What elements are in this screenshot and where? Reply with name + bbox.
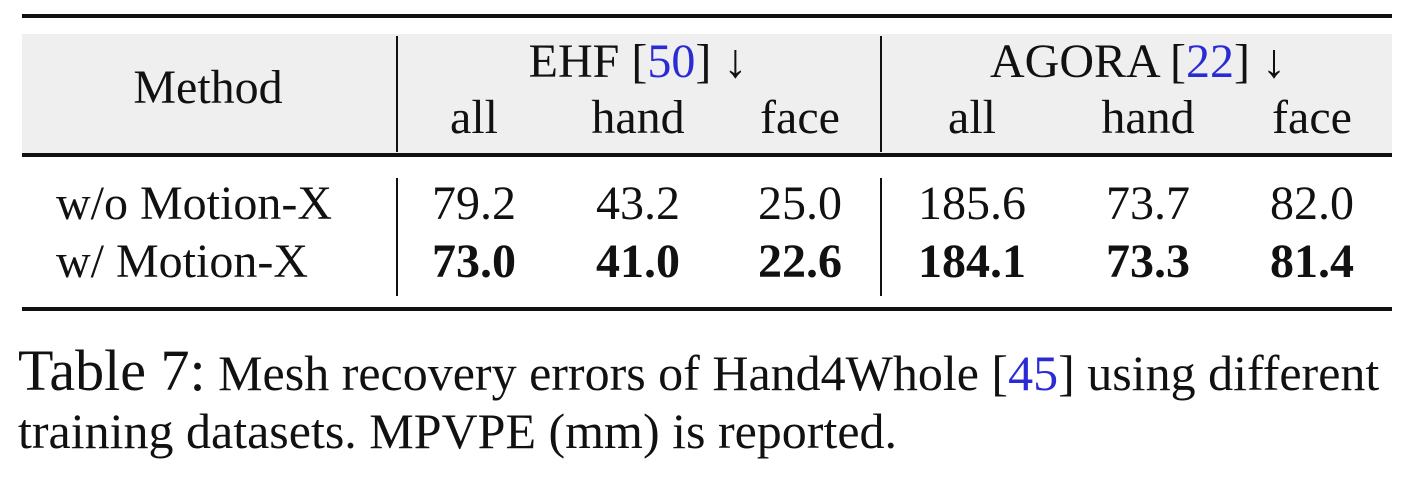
col-header-ehf-all: all — [450, 91, 498, 144]
citation-link[interactable]: 22 — [1186, 35, 1235, 88]
table-caption: Table 7: Mesh recovery errors of Hand4Wh… — [18, 342, 1418, 460]
bottom-rule — [22, 307, 1392, 311]
caption-text-after: ] using different training datasets. MPV… — [18, 345, 1380, 459]
row-method: w/ Motion-X — [56, 235, 308, 288]
col-header-ehf-face: face — [760, 91, 840, 144]
group-header-agora: AGORA [22] ↓ — [990, 35, 1286, 88]
header-background — [22, 34, 1392, 153]
cell-agora-hand: 73.7 — [1106, 177, 1190, 230]
cell-ehf-all: 79.2 — [432, 177, 516, 230]
citation-link[interactable]: 45 — [1008, 345, 1059, 401]
col-header-agora-face: face — [1272, 91, 1352, 144]
top-rule — [22, 14, 1392, 18]
row-method: w/o Motion-X — [56, 177, 332, 230]
cell-ehf-hand: 41.0 — [596, 235, 680, 288]
cell-agora-face: 82.0 — [1270, 177, 1354, 230]
cell-agora-hand: 73.3 — [1106, 235, 1190, 288]
col-header-agora-all: all — [948, 91, 996, 144]
body-divider-1 — [396, 178, 398, 296]
col-header-agora-hand: hand — [1101, 91, 1195, 144]
citation-link[interactable]: 50 — [647, 35, 696, 88]
body-divider-2 — [880, 178, 882, 296]
group-header-ehf: EHF [50] ↓ — [528, 35, 748, 88]
group-name: EHF — [528, 35, 620, 88]
cell-ehf-face: 22.6 — [758, 235, 842, 288]
method-header: Method — [133, 61, 283, 114]
cell-agora-all: 184.1 — [918, 235, 1026, 288]
cell-ehf-hand: 43.2 — [596, 177, 680, 230]
cell-ehf-all: 73.0 — [432, 235, 516, 288]
caption-label: Table 7: — [18, 338, 206, 403]
cell-agora-face: 81.4 — [1270, 235, 1354, 288]
header-divider-2 — [880, 36, 882, 152]
mid-rule — [22, 153, 1392, 157]
cell-agora-all: 185.6 — [918, 177, 1026, 230]
cell-ehf-face: 25.0 — [758, 177, 842, 230]
down-arrow-icon: ↓ — [1262, 35, 1286, 88]
col-header-ehf-hand: hand — [591, 91, 685, 144]
caption-text-before: Mesh recovery errors of Hand4Whole [ — [218, 345, 1009, 401]
down-arrow-icon: ↓ — [723, 35, 748, 88]
header-divider-1 — [396, 36, 398, 152]
group-name: AGORA — [990, 35, 1159, 88]
